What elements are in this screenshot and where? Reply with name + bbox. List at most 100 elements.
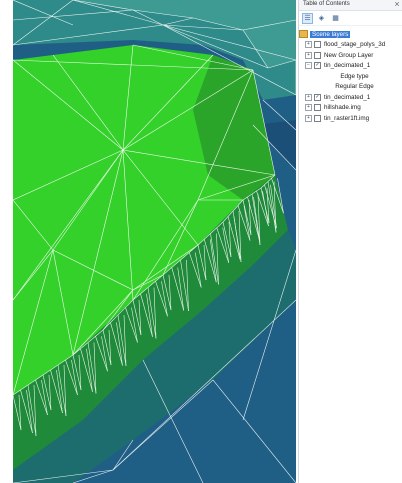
- tin-edge: [52, 54, 124, 151]
- tin-edge: [203, 244, 207, 281]
- tin-edge: [108, 329, 112, 366]
- tin-edge: [256, 190, 269, 227]
- tin-edge: [168, 274, 172, 311]
- tin-edge: [122, 149, 199, 246]
- tin-edge: [122, 54, 214, 151]
- upper-teal-ridge: [73, 0, 296, 68]
- tin-edge: [112, 379, 214, 471]
- layer-visibility-checkbox[interactable]: [314, 114, 321, 122]
- tin-edge-lines: [13, 0, 296, 483]
- tin-edge: [180, 259, 189, 312]
- layer-row[interactable]: + New Group Layer: [299, 50, 402, 61]
- tin-edge: [132, 9, 194, 19]
- layer-visibility-checkbox[interactable]: ✓: [314, 93, 321, 101]
- list-by-drawing-order-button[interactable]: ☰: [302, 12, 313, 24]
- tin-edge: [153, 287, 157, 339]
- tin-edge: [277, 178, 284, 214]
- tin-edge: [132, 299, 142, 336]
- 3d-scene-view[interactable]: [13, 0, 296, 483]
- tin-edge: [125, 307, 138, 343]
- tin-edge: [253, 196, 260, 241]
- expand-icon[interactable]: +: [305, 104, 312, 112]
- tin-edge: [197, 69, 254, 201]
- tin-edge: [171, 267, 185, 311]
- expand-icon[interactable]: +: [305, 93, 312, 101]
- tin-edge: [242, 199, 252, 236]
- tin-edge: [57, 364, 67, 417]
- tin-edge: [140, 293, 153, 337]
- expand-icon[interactable]: +: [305, 51, 312, 59]
- layer-row[interactable]: + ✓ tin_decimated_1: [299, 92, 402, 103]
- layer-row[interactable]: + flood_stage_polys_3d: [299, 40, 402, 51]
- tin-edge: [248, 199, 252, 236]
- tin-edge: [132, 274, 164, 291]
- tin-edge: [162, 199, 199, 276]
- tin-edge: [116, 322, 123, 366]
- tin-edge: [209, 239, 217, 283]
- tin-edge: [52, 249, 74, 356]
- layer-label: hillshade.img: [324, 104, 361, 112]
- tin-edge: [123, 314, 127, 367]
- tin-edge: [162, 24, 269, 69]
- legend-item: Regular Edge: [335, 83, 374, 91]
- tin-edge: [132, 199, 199, 301]
- tin-edge: [260, 187, 270, 224]
- tin-edge: [80, 348, 93, 392]
- tin-edge: [197, 174, 276, 201]
- tin-edge: [252, 69, 276, 176]
- tin-edge: [222, 227, 230, 263]
- tin-edge: [72, 354, 82, 391]
- list-by-source-button[interactable]: ◈: [318, 14, 325, 22]
- tin-edge: [273, 181, 277, 233]
- tin-edge: [13, 199, 54, 251]
- tree-root[interactable]: Scene layers: [299, 29, 402, 40]
- tin-edge: [155, 281, 168, 317]
- tin-edge: [71, 359, 78, 396]
- tin-edge: [13, 149, 124, 301]
- tin-edge: [132, 9, 164, 26]
- toc-title: Table of Contents: [303, 1, 350, 7]
- tin-edge: [72, 0, 164, 26]
- tin-edge: [161, 281, 168, 317]
- tin-edge: [122, 69, 254, 151]
- tin-edge: [216, 233, 219, 285]
- tin-edge: [122, 149, 276, 176]
- layer-visibility-checkbox[interactable]: [314, 104, 321, 112]
- list-by-visibility-button[interactable]: ▦: [332, 14, 339, 22]
- close-icon[interactable]: ⨯: [394, 1, 400, 8]
- tin-edge: [72, 0, 134, 11]
- tin-surface-render[interactable]: [13, 0, 296, 483]
- tin-edge: [162, 17, 194, 26]
- layer-visibility-checkbox[interactable]: [314, 51, 321, 59]
- layer-row[interactable]: + tin_raster1ft.img: [299, 113, 402, 124]
- tin-edge: [13, 249, 54, 396]
- expand-icon[interactable]: +: [305, 114, 312, 122]
- scene-layers-icon: [299, 30, 308, 39]
- layer-row[interactable]: − ✓ tin_decimated_1: [299, 61, 402, 72]
- tin-edge: [122, 44, 134, 151]
- tin-edge: [26, 389, 33, 434]
- tin-edge: [162, 274, 172, 311]
- tin-edge: [72, 469, 114, 483]
- tin-edge: [41, 379, 48, 416]
- layer-tree: Scene layers + flood_stage_polys_3d + New G…: [299, 26, 402, 124]
- tin-edge: [132, 244, 199, 291]
- tin-edge: [257, 193, 261, 246]
- layer-row[interactable]: + hillshade.img: [299, 103, 402, 114]
- tin-edge: [72, 149, 124, 356]
- tin-edge: [50, 369, 63, 414]
- tin-edge: [251, 193, 261, 246]
- expand-icon[interactable]: +: [305, 41, 312, 49]
- layer-visibility-checkbox[interactable]: ✓: [314, 62, 321, 70]
- tin-edge: [112, 299, 296, 471]
- tin-edge: [267, 181, 277, 233]
- tin-edge: [13, 149, 124, 201]
- tin-edge: [101, 336, 108, 372]
- table-of-contents-panel: Table of Contents ⨯ ☰ ◈ ▦ Scene layers + fl…: [298, 0, 402, 483]
- tin-edge: [192, 17, 244, 31]
- collapse-icon[interactable]: −: [305, 62, 312, 70]
- layer-visibility-checkbox[interactable]: [314, 41, 321, 49]
- tin-edge: [237, 205, 251, 241]
- legend-heading: Edge type: [340, 72, 369, 80]
- tin-edge: [93, 342, 97, 394]
